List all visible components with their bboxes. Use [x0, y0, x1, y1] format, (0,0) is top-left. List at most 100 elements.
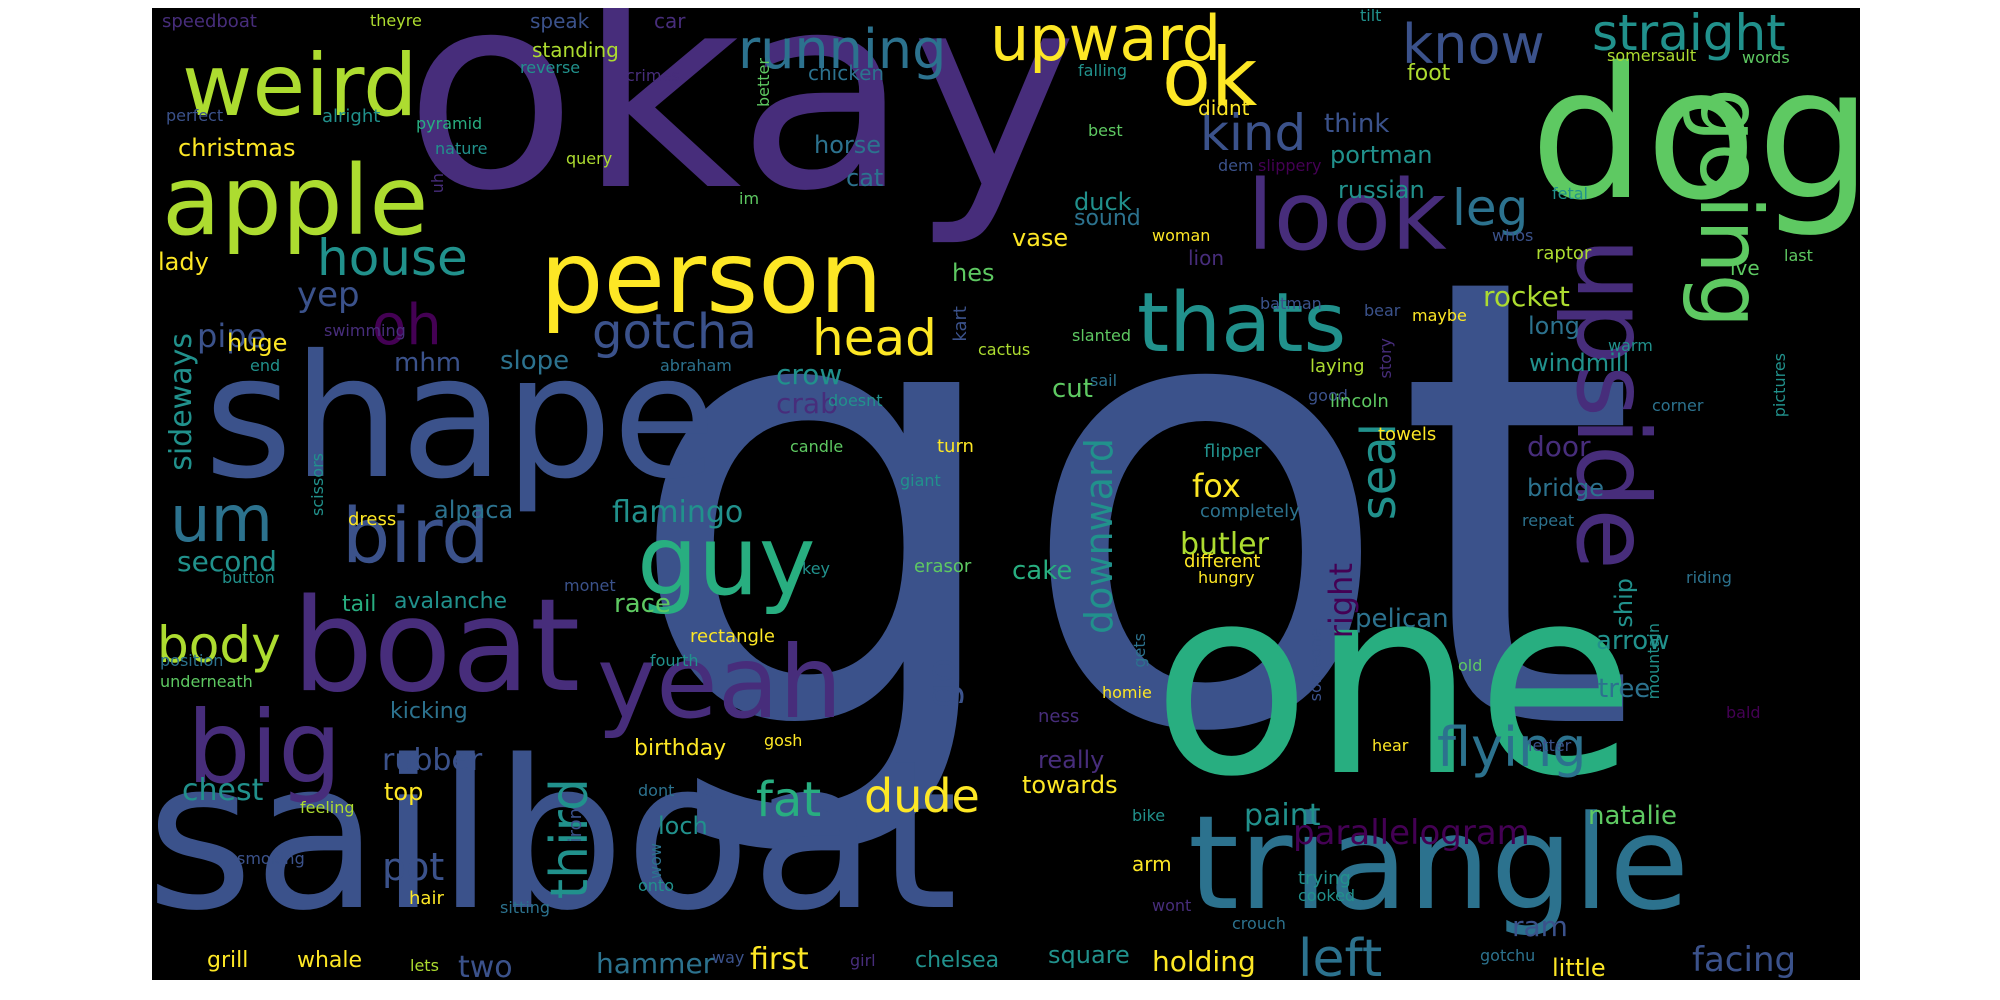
word-position: position	[160, 651, 224, 670]
word-different: different	[1184, 551, 1261, 572]
word-whos: whos	[1492, 226, 1534, 245]
word-standing: standing	[532, 38, 619, 62]
word-bike: bike	[1132, 806, 1166, 825]
word-sail: sail	[1090, 371, 1118, 390]
word-upward: upward	[990, 8, 1222, 75]
word-know: know	[1402, 13, 1545, 76]
word-paint: paint	[1244, 798, 1321, 833]
word-falling: falling	[1078, 61, 1128, 80]
word-speedboat: speedboat	[162, 11, 257, 32]
word-bird: bird	[342, 491, 490, 580]
word-tilt: tilt	[1360, 8, 1382, 25]
word-ship: ship	[1610, 578, 1638, 628]
word-two: two	[458, 950, 513, 981]
word-woman: woman	[1152, 226, 1211, 245]
word-portman: portman	[1330, 141, 1433, 169]
word-feeling: feeling	[300, 798, 355, 817]
word-trying: trying	[1298, 868, 1351, 889]
word-towels: towels	[1378, 424, 1437, 445]
word-sound: sound	[1074, 206, 1141, 231]
word-fourth: fourth	[650, 651, 699, 670]
word-gets: gets	[1130, 633, 1149, 668]
word-end: end	[250, 356, 281, 375]
word-facing: facing	[1692, 940, 1797, 980]
word-dress: dress	[348, 509, 397, 530]
word-russian: russian	[1338, 176, 1425, 204]
word-im: im	[739, 189, 760, 208]
word-bear: bear	[1364, 301, 1401, 320]
word-duck: duck	[1074, 188, 1132, 216]
word-downward: downward	[1077, 438, 1121, 634]
word-huge: huge	[227, 329, 288, 357]
word-left: left	[1298, 929, 1383, 980]
word-fetal: fetal	[1552, 184, 1588, 203]
word-perfect: perfect	[166, 106, 224, 125]
word-didnt: didnt	[1198, 96, 1250, 120]
word-race: race	[614, 589, 671, 619]
word-upside: upside	[1554, 238, 1671, 570]
word-gosh: gosh	[764, 731, 803, 750]
word-lady: lady	[158, 248, 209, 276]
word-cat: cat	[846, 164, 884, 192]
word-onto: onto	[638, 876, 674, 895]
word-cut: cut	[1052, 374, 1093, 404]
word-mhm: mhm	[394, 348, 462, 378]
word-erasor: erasor	[914, 556, 972, 577]
word-really: really	[1038, 746, 1105, 774]
word-key: key	[802, 559, 831, 578]
word-guy: guy	[637, 505, 816, 617]
word-yep: yep	[297, 275, 360, 315]
word-ram: ram	[1512, 910, 1568, 943]
word-pipe: pipe	[197, 317, 267, 355]
word-maybe: maybe	[1412, 306, 1467, 325]
word-ok: ok	[1162, 31, 1258, 124]
word-vase: vase	[1012, 224, 1069, 252]
word-pyramid: pyramid	[416, 114, 483, 133]
word-crow: crow	[776, 358, 843, 391]
word-loch: loch	[658, 812, 708, 840]
word-parallelogram: parallelogram	[1293, 813, 1530, 853]
word-cloud: got okay sailboat one shape dog boat tri…	[152, 8, 1860, 980]
word-gotcha: gotcha	[592, 304, 757, 360]
word-slippery: slippery	[1258, 156, 1322, 175]
word-kart: kart	[950, 306, 971, 342]
word-little: little	[1552, 954, 1606, 980]
word-apple: apple	[162, 145, 429, 257]
word-hes: hes	[952, 259, 995, 287]
word-horse: horse	[814, 131, 882, 159]
word-theyre: theyre	[370, 11, 422, 30]
word-words: words	[1742, 48, 1790, 67]
word-hair: hair	[409, 888, 444, 909]
word-hammer: hammer	[596, 947, 715, 980]
word-think: think	[1324, 109, 1390, 139]
word-repeat: repeat	[1522, 511, 1575, 530]
word-scissors: scissors	[308, 453, 327, 516]
word-hungry: hungry	[1198, 568, 1255, 587]
word-yeah: yeah	[597, 624, 843, 741]
word-underneath: underneath	[160, 672, 253, 691]
word-way: way	[712, 948, 745, 967]
word-lets: lets	[410, 956, 439, 975]
word-candle: candle	[790, 437, 844, 456]
word-foot: foot	[1407, 61, 1451, 86]
word-iron: iron	[565, 808, 586, 843]
word-got: got	[622, 147, 1638, 868]
word-chicken: chicken	[808, 61, 885, 85]
word-kind: kind	[1200, 104, 1307, 162]
word-long: long	[1528, 312, 1580, 340]
word-completely: completely	[1200, 501, 1300, 522]
word-warm: warm	[1608, 336, 1653, 355]
word-fox: fox	[1192, 467, 1241, 505]
word-rocket: rocket	[1483, 280, 1570, 313]
word-first: first	[750, 942, 809, 977]
word-nature: nature	[435, 139, 488, 158]
word-bald: bald	[1726, 703, 1761, 722]
word-giant: giant	[900, 471, 941, 490]
word-someone: someone	[1306, 628, 1325, 702]
word-crimes: crimes	[626, 66, 680, 85]
word-natalie: natalie	[1588, 801, 1677, 831]
word-button: button	[222, 568, 275, 587]
word-dem: dem	[1218, 156, 1254, 175]
word-birthday: birthday	[634, 736, 727, 761]
word-right: right	[1322, 563, 1360, 639]
